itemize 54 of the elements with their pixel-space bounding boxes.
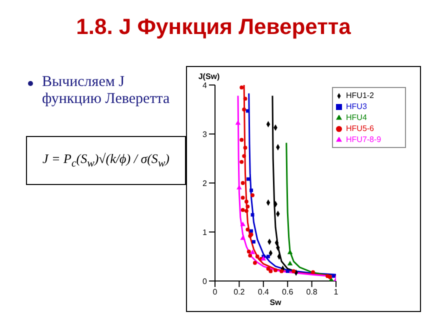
point (286, 269, 290, 273)
chart-title: 1.8. J Функция Леверетта (75, 14, 352, 40)
legend-label: HFU5-6 (346, 124, 374, 133)
point (332, 274, 336, 278)
y-tick-label: 3 (202, 130, 208, 139)
point (242, 108, 246, 112)
point (250, 193, 254, 198)
x-tick-label: 1 (334, 288, 339, 297)
point (252, 240, 256, 244)
legend-label: HFU3 (346, 102, 367, 111)
point (250, 188, 254, 192)
point (240, 86, 244, 90)
point (292, 269, 296, 274)
y-axis-title: J(Sw) (198, 72, 220, 81)
point (243, 146, 248, 150)
point (255, 254, 260, 258)
point (246, 250, 251, 254)
point (246, 204, 250, 208)
point (243, 96, 248, 101)
point (268, 269, 273, 274)
point (244, 200, 248, 204)
x-tick-label: 0.4 (258, 288, 270, 297)
point (240, 208, 245, 212)
point (246, 228, 250, 232)
x-tick-label: 0.2 (234, 288, 246, 297)
point (240, 222, 246, 226)
point (246, 177, 250, 181)
point (240, 196, 245, 200)
point (240, 181, 245, 185)
point (240, 160, 244, 164)
legend-label: HFU7-8-9 (346, 135, 382, 144)
point (240, 138, 244, 142)
point (311, 270, 315, 274)
x-axis-title: Sw (270, 298, 282, 307)
text: J = P$_{c}$(S$_{w}$)√(k/ϕ) / σ(S$_{w}$) (26, 136, 186, 185)
y-tick-label: 2 (202, 178, 208, 188)
y-tick-label: 4 (202, 80, 208, 90)
x-tick-label: 0.8 (306, 288, 318, 297)
point (274, 268, 278, 272)
legend-label: HFU1-2 (346, 91, 374, 100)
y-tick-label: 0 (202, 276, 208, 286)
text: Вычисляем J функцию Леверетта (42, 74, 171, 108)
point (242, 154, 246, 158)
point (287, 260, 293, 266)
y-tick-label: 1 (202, 228, 208, 237)
point (252, 260, 257, 265)
point (280, 269, 284, 274)
legend-label: HFU4 (346, 113, 367, 122)
x-tick-label: 0.6 (282, 288, 294, 297)
point (250, 229, 254, 233)
point (248, 254, 252, 258)
point (250, 250, 256, 254)
x-tick-label: 0 (212, 288, 218, 297)
point (244, 208, 248, 213)
